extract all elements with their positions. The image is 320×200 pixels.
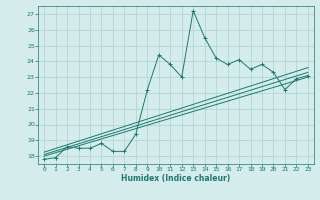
X-axis label: Humidex (Indice chaleur): Humidex (Indice chaleur) (121, 174, 231, 183)
